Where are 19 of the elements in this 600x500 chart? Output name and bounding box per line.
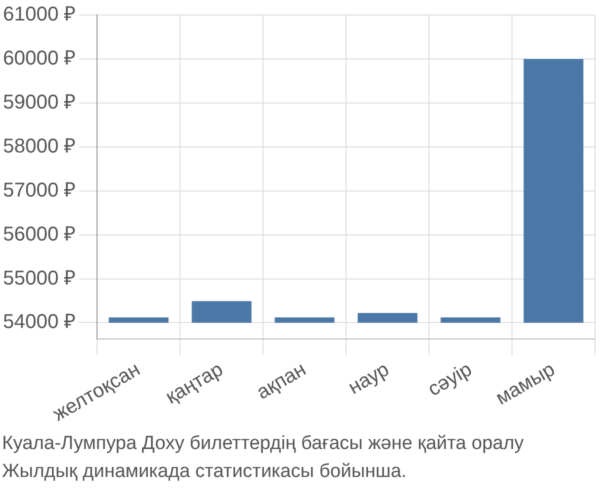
bar	[358, 313, 418, 323]
bar	[274, 317, 334, 323]
text: Жылдық динамикада статистикасы бойынша.	[2, 460, 408, 484]
y-tick-label: 61000 ₽	[3, 4, 76, 26]
y-tick-label: 58000 ₽	[3, 135, 76, 158]
bar	[524, 58, 584, 323]
y-tick-label: 57000 ₽	[3, 179, 76, 202]
text: Куала-Лумпура Доху билеттердің бағасы және қайта оралу	[2, 432, 525, 456]
x-tick-label: ақпан	[253, 358, 310, 404]
y-tick-label: 59000 ₽	[3, 91, 76, 114]
y-tick-label: 54000 ₽	[3, 311, 76, 334]
x-tick-label: наур	[344, 358, 393, 399]
bar	[440, 317, 500, 323]
y-tick-label: 60000 ₽	[3, 47, 76, 70]
bar	[192, 301, 252, 323]
bar	[108, 317, 169, 323]
x-tick-label: сәуір	[424, 358, 476, 401]
y-tick-label: 55000 ₽	[3, 267, 76, 290]
y-tick-label: 56000 ₽	[3, 223, 76, 246]
